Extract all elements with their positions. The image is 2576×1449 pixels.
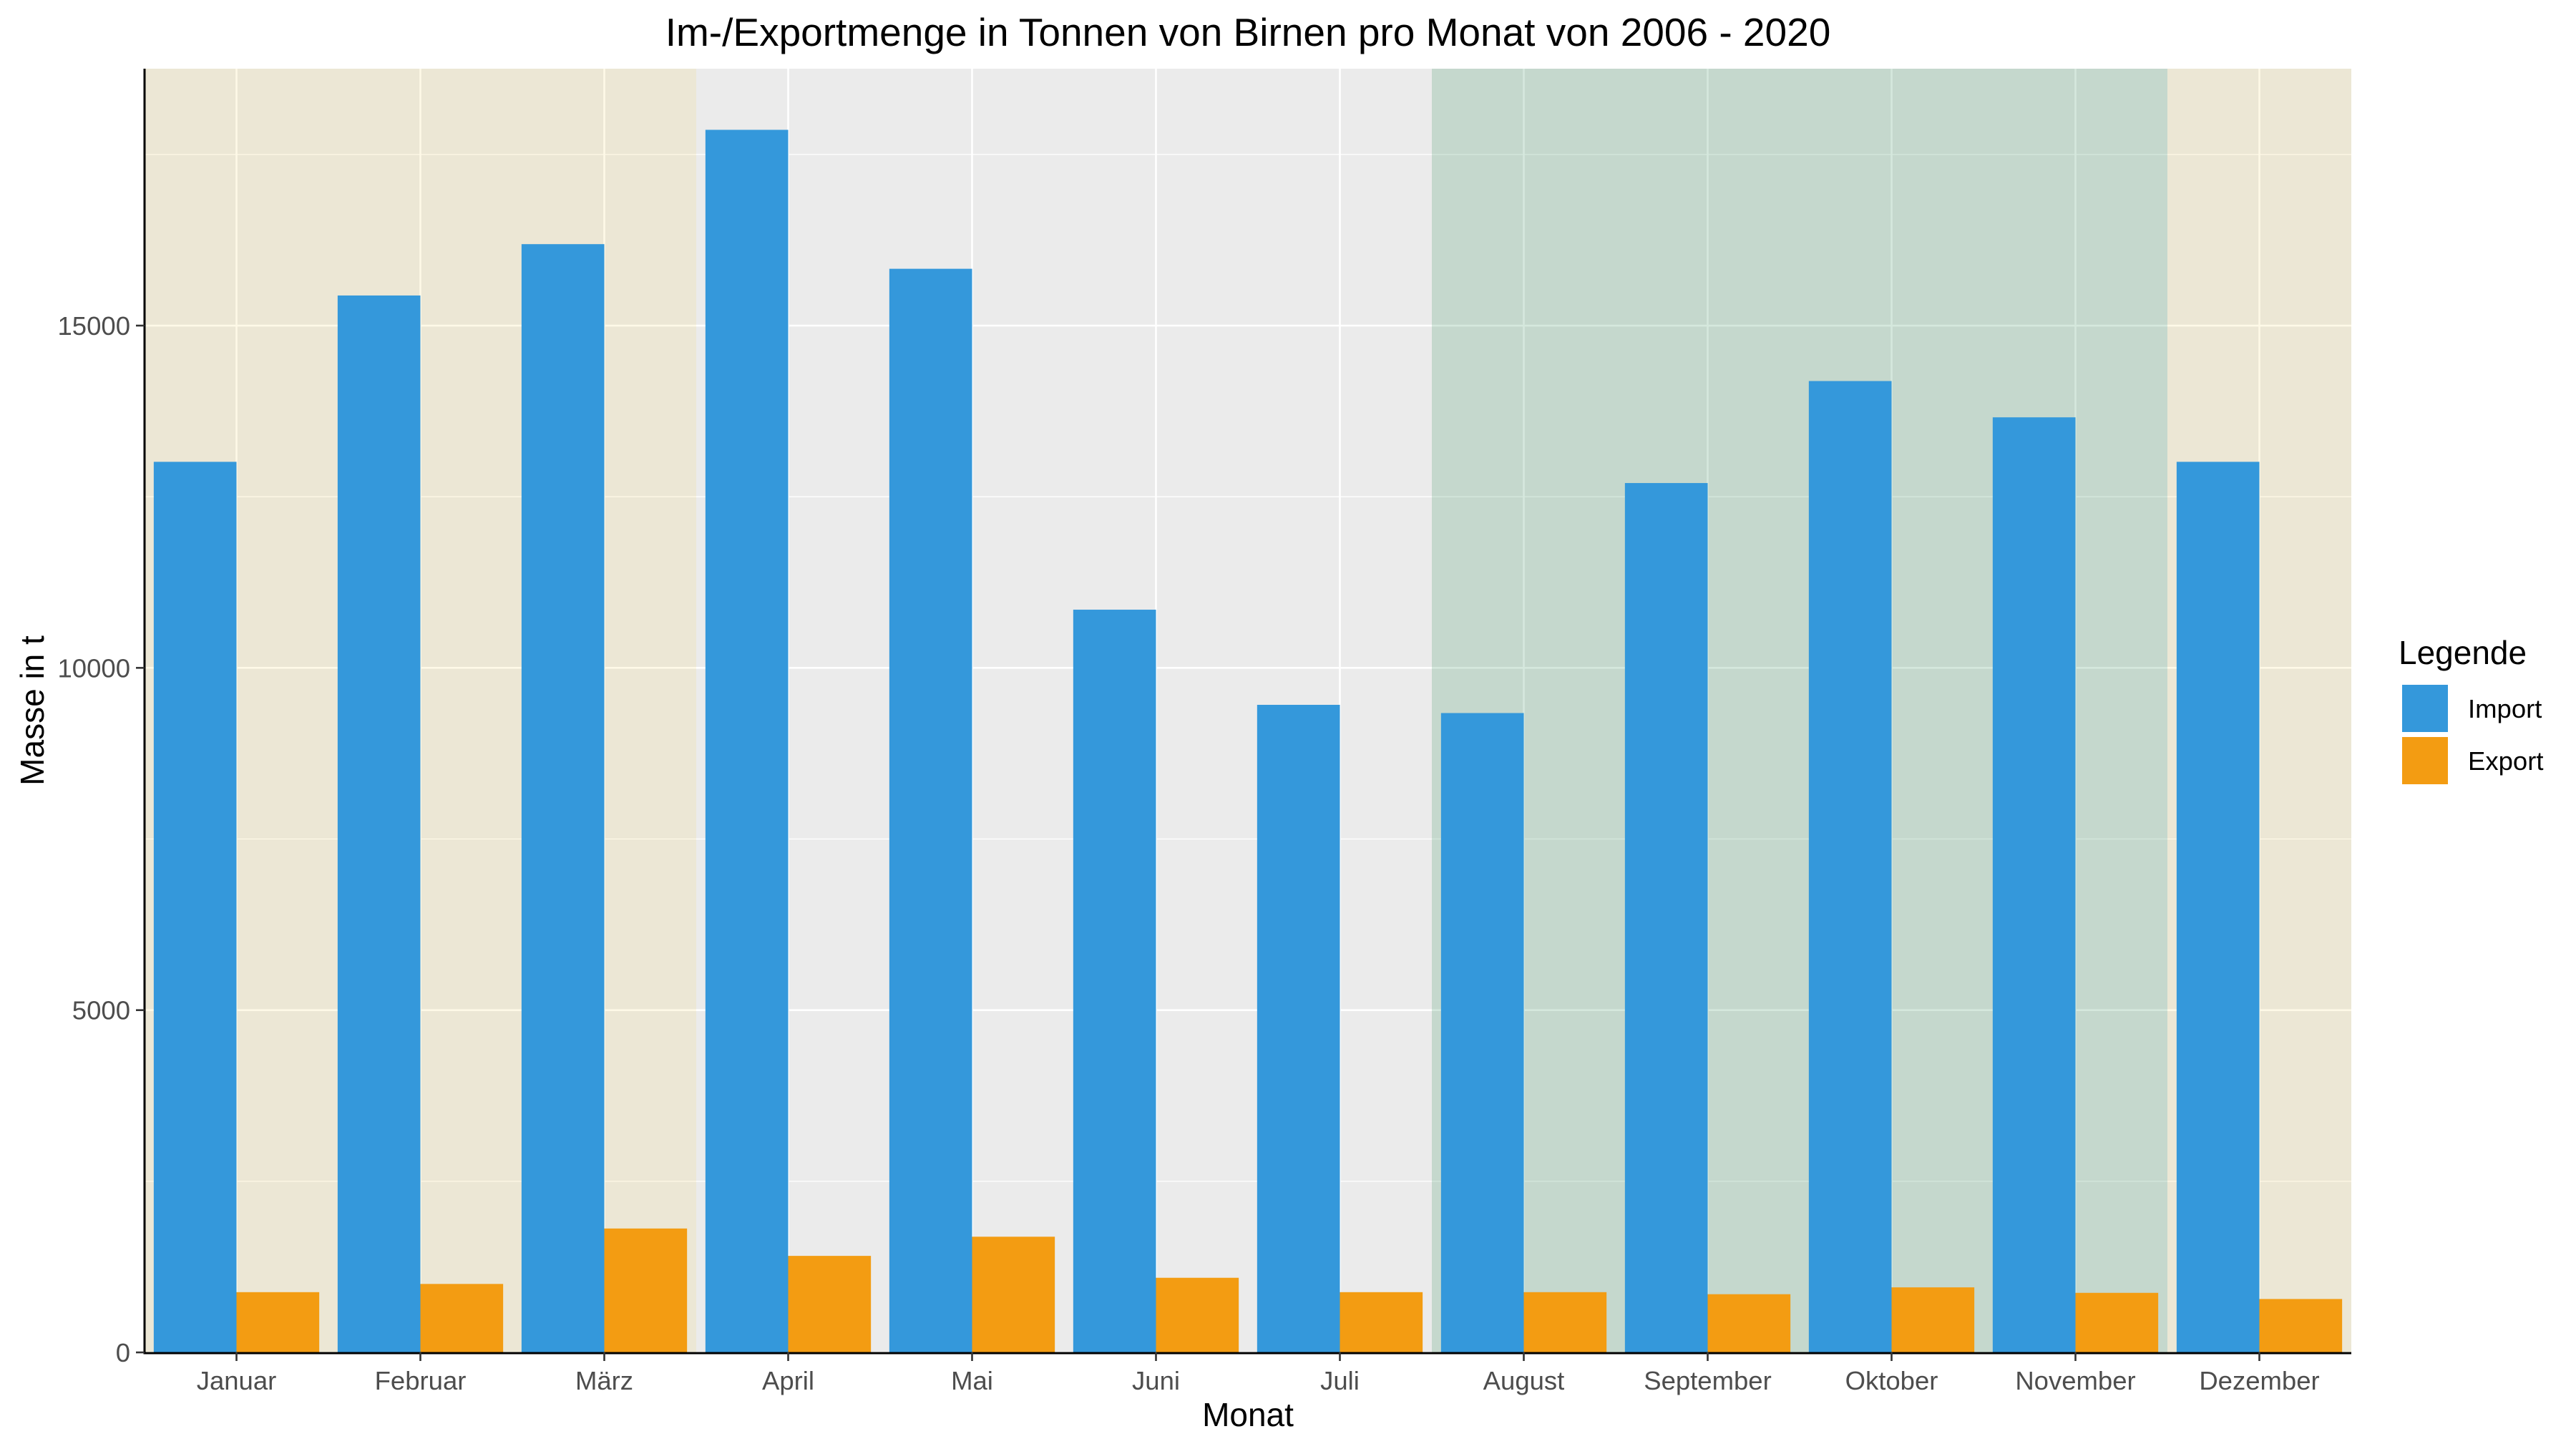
- bar-import-april: [705, 130, 789, 1352]
- x-tick-label: September: [1644, 1366, 1772, 1395]
- legend-key-export: [2402, 737, 2448, 784]
- x-tick-label: Juni: [1132, 1366, 1180, 1395]
- bar-export-august: [1523, 1292, 1607, 1352]
- x-tick-label: April: [762, 1366, 814, 1395]
- x-tick-label: Oktober: [1845, 1366, 1938, 1395]
- bar-import-juni: [1073, 610, 1156, 1352]
- x-tick-label: März: [575, 1366, 633, 1395]
- plot-panel: [145, 69, 2351, 1354]
- legend: Legende Import Export: [2399, 634, 2544, 784]
- bar-export-juni: [1156, 1277, 1239, 1352]
- bar-import-mai: [889, 268, 972, 1352]
- panel-background: [145, 69, 2351, 1352]
- bar-import-november: [1992, 417, 2076, 1353]
- bar-export-februar: [420, 1284, 504, 1352]
- bar-import-januar: [153, 462, 237, 1352]
- x-tick-label: August: [1483, 1366, 1565, 1395]
- bar-import-august: [1440, 713, 1524, 1352]
- bar-import-februar: [337, 295, 421, 1352]
- x-tick-label: Februar: [375, 1366, 467, 1395]
- legend-label-export: Export: [2468, 746, 2544, 776]
- bar-export-dezember: [2259, 1299, 2343, 1352]
- bars: [153, 130, 2343, 1353]
- chart-title: Im-/Exportmenge in Tonnen von Birnen pro…: [665, 10, 1831, 54]
- bar-export-september: [1707, 1294, 1791, 1352]
- bar-export-mai: [972, 1236, 1055, 1352]
- y-axis-title: Masse in t: [14, 635, 51, 786]
- bar-import-oktober: [1808, 381, 1892, 1352]
- bar-import-dezember: [2176, 462, 2260, 1352]
- y-axis-ticks: 0 5000 10000 15000: [58, 311, 145, 1367]
- bar-export-oktober: [1891, 1287, 1975, 1352]
- bar-export-april: [788, 1256, 872, 1352]
- legend-key-import: [2402, 685, 2448, 732]
- x-tick-label: Juli: [1320, 1366, 1360, 1395]
- x-axis-ticks: Januar Februar März April Mai Juni Juli August S…: [197, 1352, 2320, 1395]
- bar-export-juli: [1340, 1292, 1423, 1352]
- bar-import-september: [1624, 483, 1708, 1353]
- x-tick-label: Mai: [951, 1366, 993, 1395]
- y-tick-label: 5000: [72, 996, 130, 1025]
- x-tick-label: Januar: [197, 1366, 277, 1395]
- legend-title: Legende: [2399, 634, 2527, 671]
- x-tick-label: November: [2015, 1366, 2135, 1395]
- y-tick-label: 10000: [58, 653, 131, 683]
- bar-export-november: [2075, 1292, 2159, 1352]
- axes: 0 5000 10000 15000 Januar Februar März April Ma…: [58, 69, 2351, 1395]
- bar-export-januar: [236, 1292, 320, 1352]
- y-tick-label: 15000: [58, 311, 131, 341]
- bar-import-maerz: [521, 244, 605, 1352]
- bar-import-juli: [1257, 705, 1340, 1352]
- x-axis-title: Monat: [1202, 1396, 1294, 1433]
- legend-label-import: Import: [2468, 694, 2542, 723]
- x-tick-label: Dezember: [2199, 1366, 2319, 1395]
- y-tick-label: 0: [116, 1338, 130, 1367]
- bar-export-maerz: [604, 1228, 688, 1352]
